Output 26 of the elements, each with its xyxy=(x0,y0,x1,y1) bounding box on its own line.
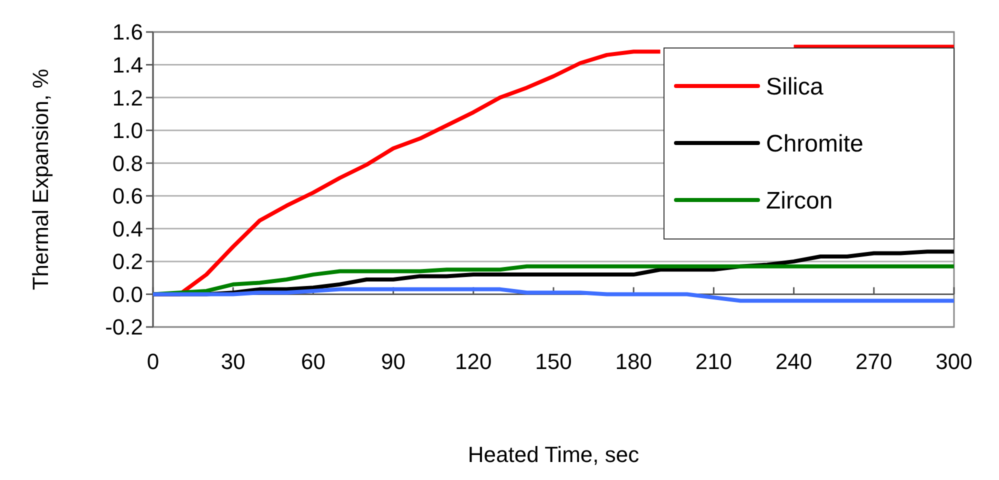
x-tick-label: 210 xyxy=(695,349,732,374)
x-tick-label: 240 xyxy=(775,349,812,374)
legend-label: Zircon xyxy=(766,187,833,214)
x-tick-label: 90 xyxy=(381,349,406,374)
y-tick-label: 1.0 xyxy=(112,118,143,144)
y-tick-label: 0.6 xyxy=(112,184,143,209)
y-tick-label: 1.4 xyxy=(112,52,143,78)
x-tick-label: 60 xyxy=(300,349,326,374)
y-tick-label: 0.4 xyxy=(112,216,143,242)
y-tick-label: -0.2 xyxy=(105,314,143,340)
x-tick-label: 270 xyxy=(856,349,892,374)
y-tick-label: 0.2 xyxy=(112,249,143,274)
legend-label: Chromite xyxy=(766,130,864,158)
y-tick-label: 0.8 xyxy=(112,150,143,176)
legend-label: Silica xyxy=(766,73,824,100)
y-tick-label: 1.2 xyxy=(112,85,143,110)
x-tick-label: 120 xyxy=(455,349,492,374)
y-tick-label: 0.0 xyxy=(112,282,143,307)
x-tick-label: 150 xyxy=(535,349,572,374)
y-axis-title: Thermal Expansion, % xyxy=(28,68,53,290)
x-tick-label: 0 xyxy=(146,349,160,374)
x-axis-title: Heated Time, sec xyxy=(468,442,640,467)
x-tick-label: 30 xyxy=(220,349,246,374)
x-tick-label: 300 xyxy=(936,349,972,374)
x-tick-label: 180 xyxy=(615,349,652,374)
y-tick-label: 1.6 xyxy=(112,20,143,45)
